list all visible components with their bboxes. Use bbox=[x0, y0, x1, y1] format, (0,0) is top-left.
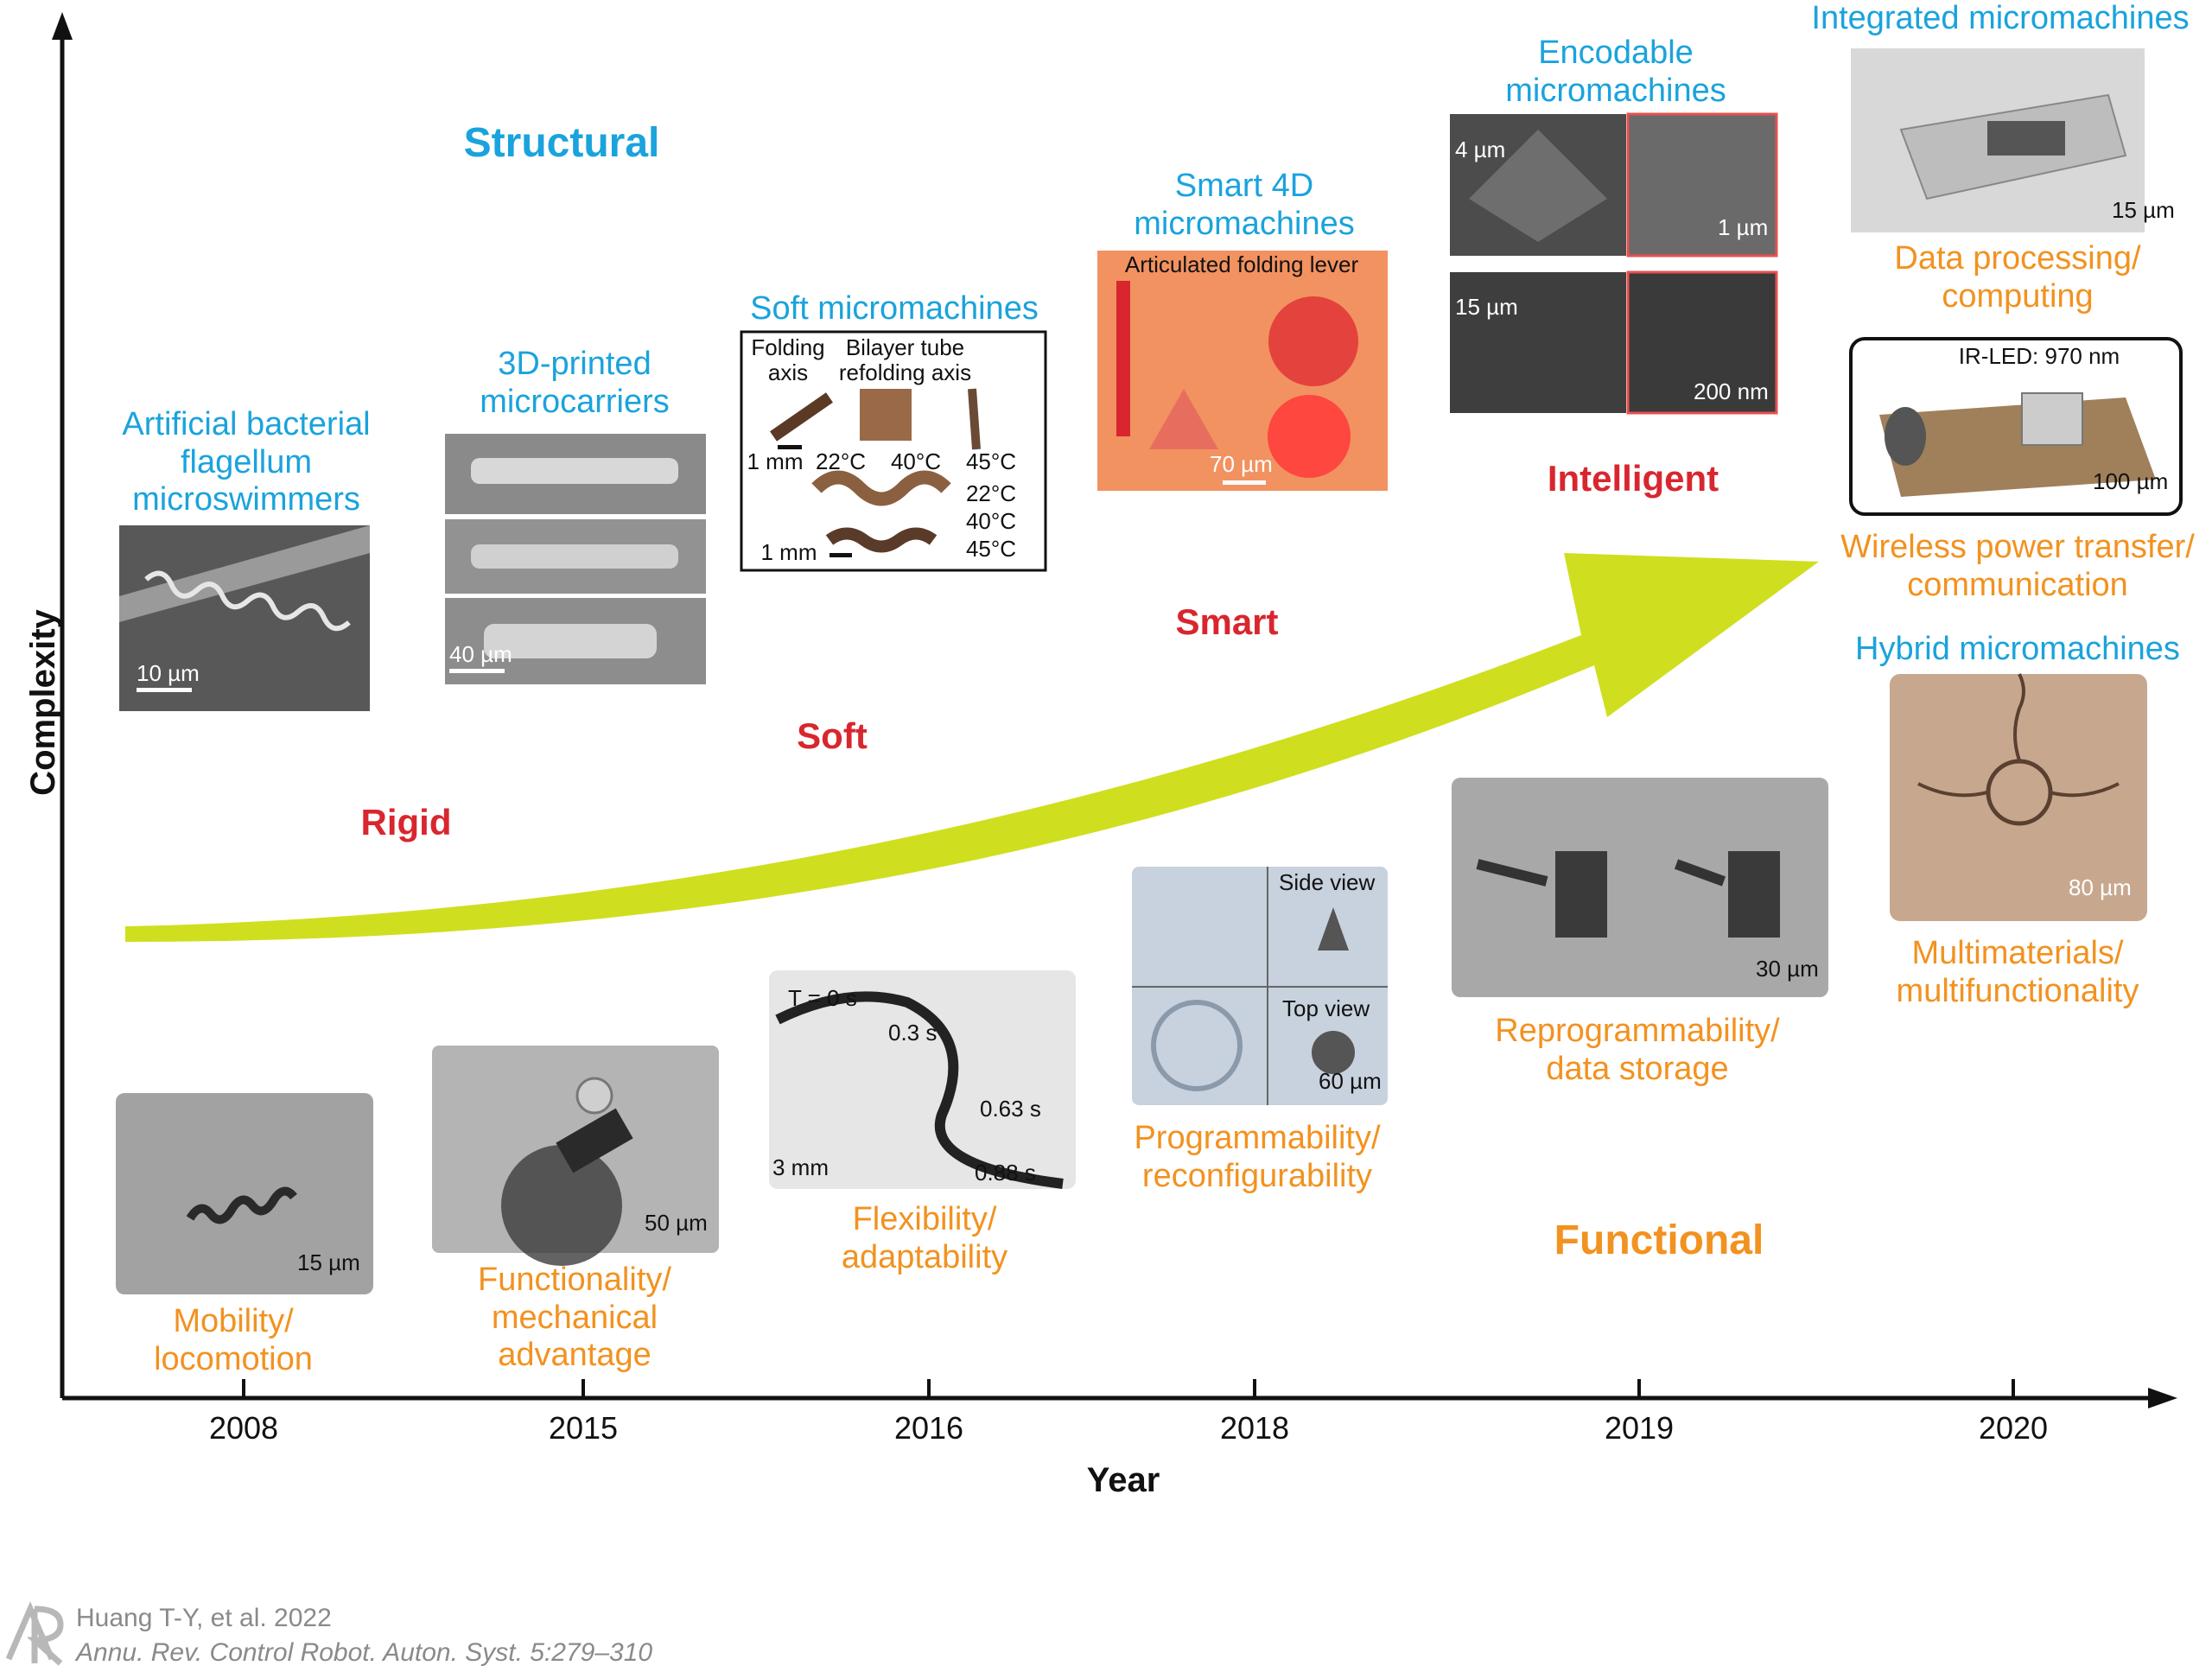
stage-smart: Smart bbox=[1175, 601, 1279, 642]
progress-arrow bbox=[125, 553, 1819, 942]
carrier-scale-label: 40 µm bbox=[449, 641, 512, 667]
wireless-scale-label: 100 µm bbox=[2093, 468, 2169, 494]
reprogrammability-image bbox=[1452, 778, 1828, 997]
label-microcarriers: 3D-printed microcarriers bbox=[480, 346, 670, 420]
label-mobility: Mobility/ locomotion bbox=[154, 1303, 313, 1377]
functionality-scale-label: 50 µm bbox=[645, 1210, 708, 1236]
x-axis-title: Year bbox=[1086, 1461, 1160, 1499]
y-axis-title: Complexity bbox=[24, 609, 62, 796]
category-functional: Functional bbox=[1554, 1217, 1764, 1263]
abf-scale-bar bbox=[137, 688, 192, 692]
flex-063-label: 0.63 s bbox=[980, 1096, 1041, 1122]
prog-side-view: Side view bbox=[1279, 869, 1376, 895]
x-axis-ticks bbox=[242, 1379, 2015, 1398]
citation-journal: Annu. Rev. Control Robot. Auton. Syst. 5… bbox=[76, 1638, 653, 1667]
abf-image bbox=[119, 525, 370, 711]
flex-088-label: 0.88 s bbox=[975, 1160, 1036, 1186]
flex-scale-label: 3 mm bbox=[772, 1154, 829, 1180]
label-programmability: Programmability/ reconfigurability bbox=[1134, 1120, 1381, 1194]
label-flexibility: Flexibility/ adaptability bbox=[841, 1201, 1008, 1275]
citation-authors: Huang T-Y, et al. 2022 bbox=[76, 1604, 332, 1632]
flexibility-image bbox=[769, 970, 1076, 1189]
stage-rigid: Rigid bbox=[360, 802, 452, 842]
label-integrated: Integrated micromachines bbox=[1811, 0, 2190, 36]
soft-temp-22: 22°C bbox=[815, 448, 867, 474]
soft-1mm-b: 1 mm bbox=[760, 539, 817, 565]
soft-temp-45b: 45°C bbox=[965, 536, 1017, 562]
soft-scale-bar-a bbox=[778, 445, 802, 449]
label-abf-microswimmers: Artificial bacterial flagellum microswim… bbox=[122, 406, 371, 518]
soft-panel-frame bbox=[740, 330, 1047, 572]
soft-temp-45: 45°C bbox=[965, 448, 1017, 474]
smart-scale-bar bbox=[1223, 480, 1266, 485]
year-label-2020: 2020 bbox=[1978, 1410, 2049, 1446]
integrated-scale-label: 15 µm bbox=[2112, 197, 2175, 223]
stage-soft: Soft bbox=[797, 715, 868, 756]
enc-scale-4um: 4 µm bbox=[1455, 137, 1506, 162]
soft-scale-bar-b bbox=[830, 553, 852, 557]
year-label-2018: 2018 bbox=[1219, 1410, 1290, 1446]
programmability-image bbox=[1132, 867, 1388, 1105]
integrated-image bbox=[1851, 48, 2145, 232]
label-hybrid: Hybrid micromachines bbox=[1855, 631, 2180, 667]
annual-reviews-logo bbox=[5, 1601, 64, 1666]
carrier-scale-bar bbox=[449, 669, 505, 673]
y-axis-arrowhead bbox=[52, 12, 73, 40]
enc-scale-200nm: 200 nm bbox=[1694, 378, 1769, 404]
soft-temp-22b: 22°C bbox=[965, 480, 1017, 506]
soft-folding-axis-label: Folding axis bbox=[751, 334, 825, 385]
year-label-2015: 2015 bbox=[548, 1410, 619, 1446]
label-soft-micromachines: Soft micromachines bbox=[750, 290, 1039, 327]
label-encodable: Encodable micromachines bbox=[1505, 35, 1726, 109]
year-label-2019: 2019 bbox=[1604, 1410, 1675, 1446]
ir-led-label: IR-LED: 970 nm bbox=[1958, 343, 2120, 369]
mobility-image bbox=[116, 1093, 373, 1294]
soft-1mm-a: 1 mm bbox=[747, 448, 804, 474]
x-axis-arrowhead bbox=[2148, 1388, 2177, 1408]
functionality-image bbox=[432, 1046, 719, 1266]
label-wireless: Wireless power transfer/ communication bbox=[1840, 529, 2195, 603]
label-functionality: Functionality/ mechanical advantage bbox=[478, 1262, 671, 1374]
label-reprogrammability: Reprogrammability/ data storage bbox=[1495, 1013, 1780, 1087]
soft-temp-40b: 40°C bbox=[965, 508, 1017, 534]
label-multimaterials: Multimaterials/ multifunctionality bbox=[1896, 935, 2139, 1009]
label-smart4d: Smart 4D micromachines bbox=[1134, 168, 1355, 242]
encodable-images bbox=[1450, 112, 1778, 415]
flex-03-label: 0.3 s bbox=[888, 1020, 938, 1046]
soft-samples bbox=[770, 388, 981, 553]
stage-intelligent: Intelligent bbox=[1547, 458, 1719, 499]
wireless-device bbox=[1879, 392, 2156, 497]
hybrid-scale-label: 80 µm bbox=[2069, 874, 2132, 900]
year-label-2008: 2008 bbox=[208, 1410, 279, 1446]
soft-bilayer-label: Bilayer tube refolding axis bbox=[838, 334, 972, 385]
hybrid-image bbox=[1890, 673, 2147, 921]
smart4d-image bbox=[1097, 251, 1388, 491]
label-data-processing: Data processing/ computing bbox=[1894, 240, 2141, 315]
prog-top-view: Top view bbox=[1282, 995, 1370, 1021]
soft-temp-40: 40°C bbox=[890, 448, 942, 474]
year-label-2016: 2016 bbox=[893, 1410, 964, 1446]
smart-lever-label: Articulated folding lever bbox=[1124, 251, 1359, 277]
smart-scale-label: 70 µm bbox=[1210, 451, 1273, 477]
prog-scale-label: 60 µm bbox=[1319, 1068, 1382, 1094]
flex-t0-label: T = 0 s bbox=[788, 985, 857, 1011]
category-structural: Structural bbox=[463, 120, 660, 166]
abf-scale-label: 10 µm bbox=[137, 660, 200, 686]
enc-scale-15um: 15 µm bbox=[1455, 294, 1518, 320]
mobility-scale-label: 15 µm bbox=[297, 1249, 360, 1275]
microcarrier-images bbox=[445, 434, 706, 684]
enc-scale-1um: 1 µm bbox=[1718, 214, 1769, 240]
reprog-scale-label: 30 µm bbox=[1756, 956, 1819, 982]
